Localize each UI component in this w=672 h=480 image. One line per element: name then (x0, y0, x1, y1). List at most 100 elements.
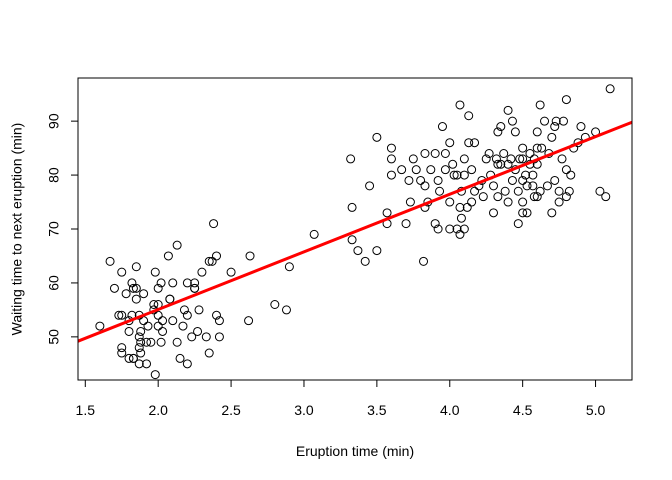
data-point (449, 170, 459, 180)
data-point (193, 326, 203, 336)
data-point (142, 337, 152, 347)
data-point (547, 132, 557, 142)
data-point (507, 116, 517, 126)
data-point (455, 202, 465, 212)
data-point (175, 353, 185, 363)
data-point (386, 154, 396, 164)
data-point (420, 149, 430, 158)
data-point (522, 208, 532, 218)
data-point (124, 353, 134, 363)
data-point (542, 181, 552, 191)
data-point (190, 278, 200, 288)
data-point (440, 165, 450, 175)
data-point (158, 326, 168, 336)
y-axis: 50 60 70 80 90 (46, 113, 79, 345)
data-point (146, 337, 156, 347)
regression-line (78, 120, 632, 343)
data-point (550, 175, 560, 185)
data-point (503, 197, 513, 207)
x-tick-label: 1.5 (76, 402, 96, 418)
data-point (204, 256, 214, 266)
data-point (448, 159, 458, 169)
data-point (532, 192, 542, 202)
data-point (532, 143, 542, 153)
data-point (435, 186, 445, 196)
data-point (445, 197, 455, 207)
data-point (558, 116, 568, 126)
data-point (540, 116, 550, 126)
data-point (503, 105, 513, 115)
data-point (595, 186, 605, 196)
data-point (109, 283, 119, 293)
data-point (124, 326, 134, 336)
data-point (528, 170, 538, 180)
data-point (499, 149, 509, 158)
data-point (554, 197, 564, 207)
data-point (182, 359, 192, 369)
data-point (139, 289, 149, 299)
x-tick-label: 2.5 (221, 402, 241, 418)
data-point (605, 84, 615, 94)
data-point (372, 246, 382, 256)
data-point (430, 219, 440, 229)
data-point (470, 138, 480, 148)
data-point (513, 186, 523, 196)
data-point (529, 192, 539, 202)
data-point (500, 186, 510, 196)
x-axis: 1.5 2.0 2.5 3.0 3.5 4.0 4.5 5.0 (76, 379, 605, 418)
data-point (518, 208, 528, 218)
data-point (386, 170, 396, 180)
data-point (470, 186, 480, 196)
data-point (518, 197, 528, 207)
data-point (156, 278, 166, 288)
data-point (433, 224, 443, 234)
data-point (535, 186, 545, 196)
data-point (445, 138, 455, 148)
y-tick-label: 50 (46, 329, 62, 345)
data-point (127, 278, 137, 288)
data-point (153, 321, 163, 331)
data-point (207, 256, 217, 266)
data-point (105, 256, 115, 266)
x-tick-label: 4.5 (513, 402, 533, 418)
data-point (554, 186, 564, 196)
y-tick-label: 80 (46, 167, 62, 183)
data-point (493, 159, 503, 169)
data-point (172, 337, 182, 347)
data-point (226, 267, 236, 277)
data-point (353, 246, 363, 256)
data-point (535, 100, 545, 110)
data-point (128, 353, 138, 363)
data-point (561, 192, 571, 202)
data-point (489, 181, 498, 191)
data-point (464, 138, 474, 148)
data-point (489, 208, 498, 218)
data-point (550, 122, 560, 132)
data-point (150, 267, 160, 277)
data-point (528, 181, 538, 191)
data-point (386, 143, 396, 153)
data-point (537, 143, 547, 153)
data-point (445, 224, 455, 234)
data-point (382, 208, 392, 218)
y-tick-label: 70 (46, 221, 62, 237)
data-point (197, 267, 207, 277)
data-point (134, 332, 144, 342)
data-point (143, 321, 153, 331)
data-point (510, 127, 520, 137)
data-point (513, 219, 523, 229)
data-point (484, 149, 494, 158)
data-point (121, 289, 131, 299)
data-point (136, 337, 146, 347)
data-point (95, 321, 105, 331)
data-point (212, 251, 221, 261)
data-point (566, 170, 576, 180)
data-point (150, 370, 160, 380)
data-point (493, 192, 503, 202)
data-point (168, 316, 178, 326)
data-point (522, 181, 532, 191)
data-point (481, 154, 491, 164)
data-point (467, 197, 477, 207)
data-point (416, 175, 426, 185)
